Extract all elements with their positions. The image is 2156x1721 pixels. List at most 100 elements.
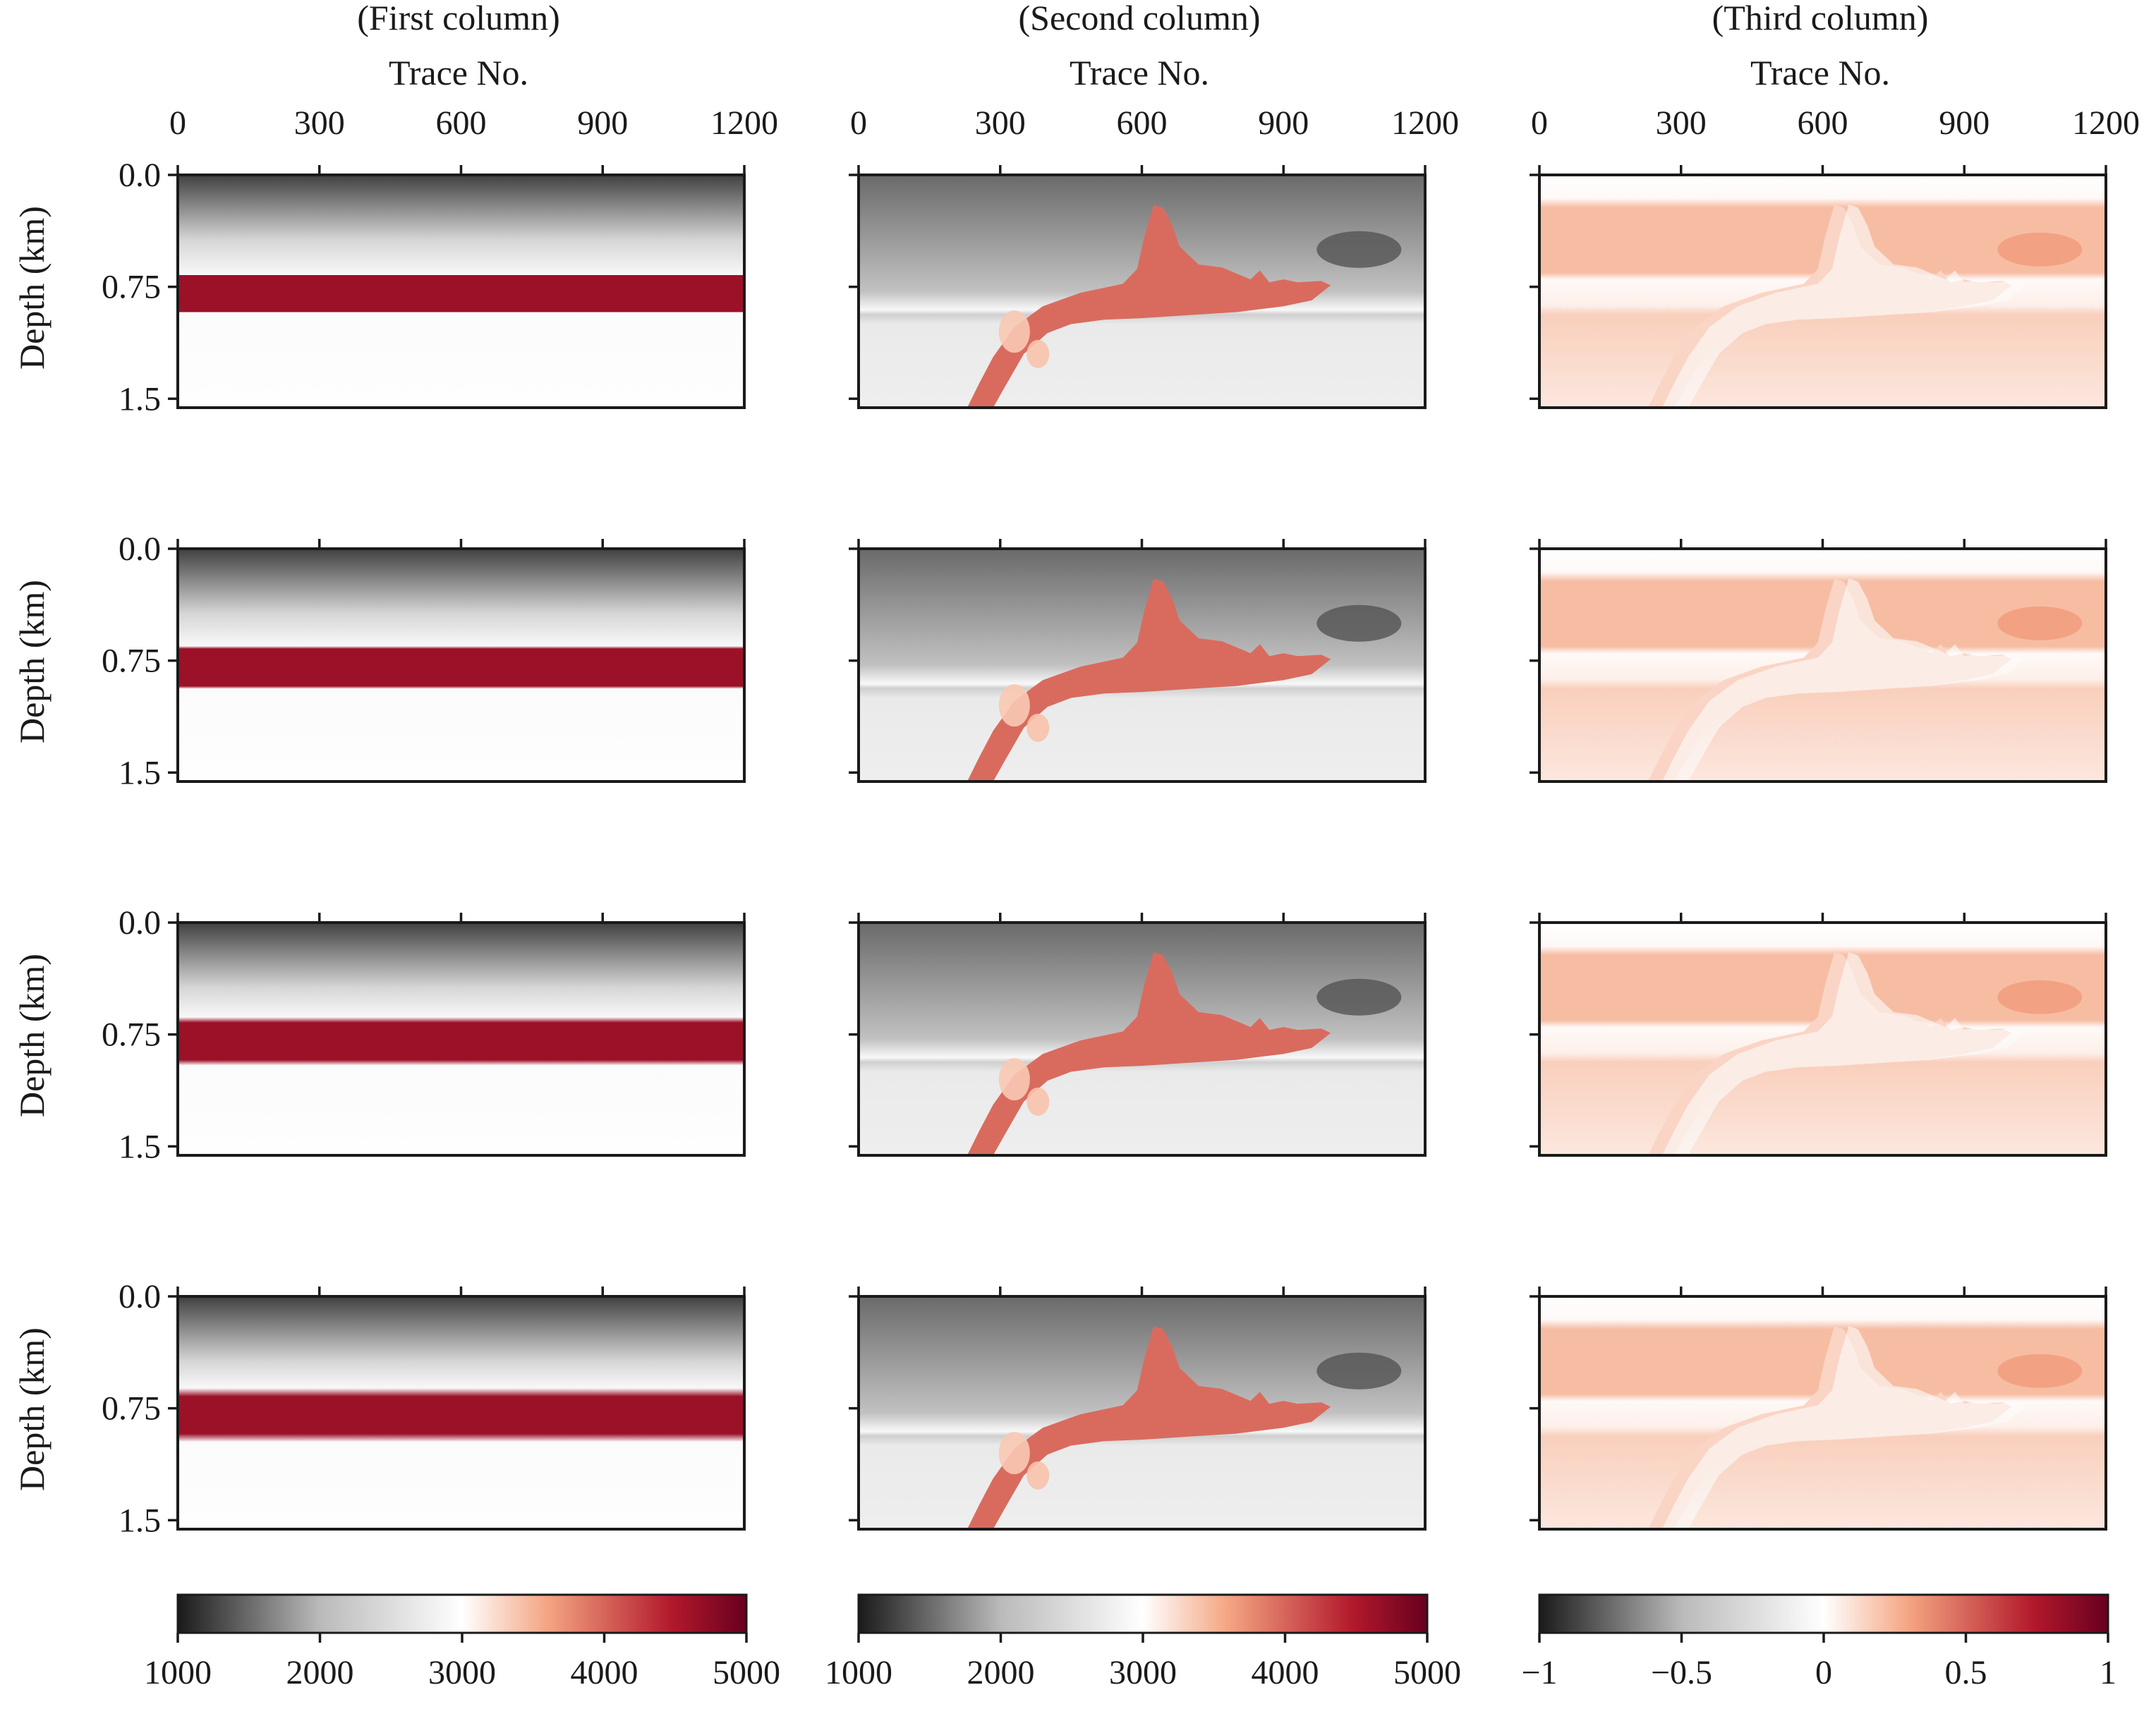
x-tick-label: 1200	[710, 104, 778, 142]
y-tick-label: 0.75	[102, 269, 161, 306]
x-tick-label: 0	[850, 104, 867, 142]
x-axis-label-1: Trace No.	[389, 53, 528, 92]
layer-stripe	[178, 1445, 744, 1447]
salt-inclusion	[998, 1432, 1030, 1475]
panel-r3-c1: 0.0 0.75 1.5	[102, 904, 746, 1165]
y-tick-label: 0.75	[102, 643, 161, 680]
y-tick-label: 0.0	[119, 1278, 161, 1315]
y-tick-label: 1.5	[119, 380, 161, 418]
column-title-2: (Second column)	[1019, 0, 1261, 37]
colorbar-tick-label: 0	[1815, 1654, 1832, 1691]
panel-r4-c1: 0.0 0.75 1.5	[102, 1278, 746, 1539]
difference-patch	[1997, 980, 2083, 1014]
colorbar-tick-label: 1	[2100, 1654, 2116, 1691]
x-tick-label: 300	[1656, 104, 1707, 142]
layer-stripe	[178, 744, 744, 746]
layer-stripe	[178, 1454, 744, 1457]
layer-stripe	[178, 721, 744, 723]
colorbar-tick-label: −0.5	[1651, 1654, 1712, 1691]
layer-stripe	[178, 319, 744, 321]
layer-stripe	[178, 1081, 744, 1083]
layer-stripe	[178, 1440, 744, 1442]
layer-stripe	[178, 333, 744, 335]
difference-patch	[1997, 606, 2083, 640]
layer-stripe	[178, 324, 744, 326]
low-velocity-patch	[1316, 604, 1402, 642]
layer-stripe	[178, 772, 744, 774]
layer-stripe	[178, 730, 744, 732]
x-tick-label: 900	[577, 104, 628, 142]
layer-stripe	[178, 1066, 744, 1069]
layer-stripe	[178, 1071, 744, 1074]
x-tick-label: 600	[1798, 104, 1848, 142]
x-axis-label-2: Trace No.	[1070, 53, 1209, 92]
x-tick-label: 900	[1258, 104, 1309, 142]
panel-r2-c3	[1530, 539, 2107, 783]
low-velocity-patch	[1316, 231, 1402, 268]
layer-stripe	[178, 698, 744, 700]
y-tick-label: 1.5	[119, 754, 161, 791]
velocity-field	[178, 1296, 744, 1529]
layer-stripe	[178, 375, 744, 377]
layer-stripe	[178, 1113, 744, 1115]
layer-stripe	[178, 370, 744, 372]
layer-stripe	[178, 716, 744, 718]
layer-stripe	[178, 342, 744, 344]
layer-stripe	[178, 767, 744, 770]
y-tick-label: 0.75	[102, 1016, 161, 1054]
x-tick-label: 900	[1939, 104, 1990, 142]
y-tick-label: 1.5	[119, 1128, 161, 1165]
layer-stripe	[178, 1506, 744, 1507]
colorbar-tick-label: −1	[1521, 1654, 1557, 1691]
panel-r1-c3	[1530, 165, 2107, 409]
low-velocity-patch	[1316, 1352, 1402, 1389]
salt-body	[967, 952, 1331, 1155]
layer-stripe	[178, 1478, 744, 1480]
y-axis-label-row-4: Depth (km)	[12, 1327, 52, 1491]
layer-stripe	[178, 361, 744, 363]
layer-stripe	[178, 1127, 744, 1129]
layer-stripe	[178, 1109, 744, 1110]
layer-stripe	[178, 384, 744, 386]
panel-r2-c2	[849, 539, 1427, 783]
salt-inclusion	[998, 684, 1030, 727]
x-tick-label: 300	[294, 104, 345, 142]
layer-stripe	[178, 1141, 744, 1143]
difference-patch	[1997, 1354, 2083, 1388]
panel-r4-c3	[1530, 1287, 2107, 1531]
colorbar-gradient	[857, 1593, 1429, 1634]
y-tick-label: 0.75	[102, 1390, 161, 1428]
layer-stripe	[178, 338, 744, 339]
layer-stripe	[178, 1483, 744, 1484]
panel-r2-c1: 0.0 0.75 1.5	[102, 530, 746, 791]
panel-r1-c2	[849, 165, 1427, 409]
layer-stripe	[178, 1487, 744, 1489]
salt-shift	[1662, 952, 2026, 1155]
layer-stripe	[178, 1496, 744, 1498]
salt-inclusion	[998, 1058, 1030, 1101]
x-tick-label: 300	[975, 104, 1026, 142]
y-axis-label-row-3: Depth (km)	[12, 954, 52, 1117]
layer-stripe	[178, 394, 744, 396]
x-axis-label-3: Trace No.	[1750, 53, 1890, 92]
layer-stripe	[178, 1099, 744, 1101]
colorbar-tick-label: 5000	[713, 1654, 780, 1691]
velocity-field	[178, 175, 744, 408]
colorbar-tick-label: 5000	[1393, 1654, 1461, 1691]
column-title-1: (First column)	[357, 0, 559, 37]
layer-stripe	[178, 748, 744, 750]
layer-stripe	[178, 1132, 744, 1133]
layer-stripe	[178, 758, 744, 760]
salt-body	[967, 578, 1331, 782]
layer-stripe	[178, 1118, 744, 1120]
x-tick-label: 600	[1117, 104, 1168, 142]
x-tick-label: 1200	[2072, 104, 2140, 142]
colorbar-2: 1000 2000 3000 4000 5000	[825, 1593, 1461, 1691]
column-title-3: (Third column)	[1712, 0, 1929, 37]
layer-stripe	[178, 753, 744, 755]
layer-stripe	[178, 398, 744, 400]
layer-stripe	[178, 347, 744, 349]
salt-inclusion	[1026, 713, 1050, 742]
salt-body	[967, 1326, 1331, 1529]
colorbar-tick-label: 2000	[286, 1654, 354, 1691]
